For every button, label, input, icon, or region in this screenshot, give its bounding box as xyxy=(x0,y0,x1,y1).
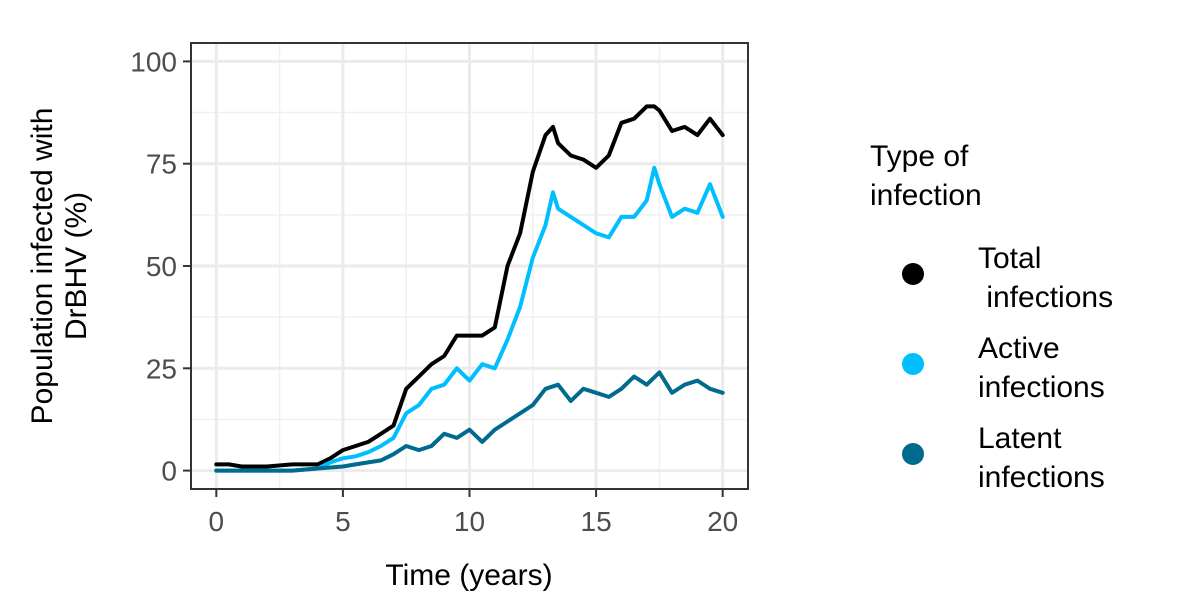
legend-label-total: Total xyxy=(978,242,1041,275)
y-axis-title-line-1: Population infected with xyxy=(26,108,59,425)
legend-label-latent: infections xyxy=(978,461,1105,494)
legend-title-line-2: infection xyxy=(870,179,982,212)
legend-title-line-1: Type of xyxy=(870,140,969,173)
series-lines xyxy=(214,104,725,473)
legend-label-active: infections xyxy=(978,371,1105,404)
axis-ticks xyxy=(183,60,724,497)
x-tick-label: 5 xyxy=(335,506,351,537)
grid-major xyxy=(191,43,748,489)
legend-item-latent: Latent infections xyxy=(902,422,1105,494)
legend-label-latent: Latent xyxy=(978,422,1062,455)
legend-key-active xyxy=(902,353,924,375)
legend-label-active: Active xyxy=(978,332,1060,365)
legend-item-total: Total infections xyxy=(902,242,1113,314)
x-tick-label: 20 xyxy=(707,506,738,537)
y-tick-label: 75 xyxy=(146,149,177,180)
y-tick-label: 0 xyxy=(161,456,177,487)
x-tick-label: 0 xyxy=(209,506,225,537)
tick-labels: 0 5 10 15 20 0 25 50 75 100 xyxy=(130,46,738,537)
legend-label-total: infections xyxy=(978,281,1113,314)
legend-key-latent xyxy=(902,443,924,465)
legend-key-total xyxy=(902,263,924,285)
series-line-active xyxy=(214,165,725,473)
series-line-latent xyxy=(214,370,725,473)
y-tick-label: 50 xyxy=(146,251,177,282)
y-tick-label: 25 xyxy=(146,353,177,384)
x-tick-label: 10 xyxy=(454,506,485,537)
x-axis-title: Time (years) xyxy=(385,559,552,592)
legend: Type of infection Total infectionsActive… xyxy=(870,140,1113,494)
legend-items: Total infections Active infections Latent in… xyxy=(902,242,1113,494)
x-tick-label: 15 xyxy=(581,506,612,537)
y-axis-title: Population infected with DrBHV (%) xyxy=(26,108,93,425)
y-tick-label: 100 xyxy=(130,46,177,77)
y-axis-title-line-2: DrBHV (%) xyxy=(60,192,93,340)
legend-item-active: Active infections xyxy=(902,332,1105,404)
series-line-total xyxy=(214,104,725,469)
